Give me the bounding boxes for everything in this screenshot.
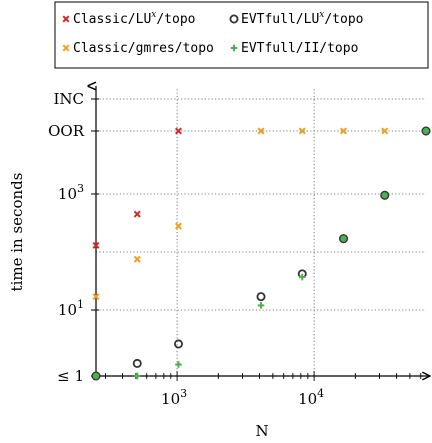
mark-stroke bbox=[62, 44, 70, 52]
y-ticks: ≤ 1 101 103 OOR INC bbox=[48, 90, 99, 385]
legend-label: Classic/gmres/topo bbox=[73, 41, 214, 56]
data-point bbox=[298, 127, 306, 135]
data-point bbox=[339, 127, 348, 135]
legend-label: Classic/LUx/topo bbox=[73, 10, 196, 27]
data-point bbox=[257, 302, 265, 309]
mark-stroke bbox=[92, 293, 100, 301]
legend-label: EVTfull/II/topo bbox=[241, 41, 358, 56]
series-3 bbox=[92, 127, 430, 380]
y-tick-label: 101 bbox=[58, 298, 84, 319]
overlap-point bbox=[339, 234, 348, 244]
data-point bbox=[257, 127, 265, 135]
grid bbox=[96, 89, 426, 376]
y-tick-label: 103 bbox=[58, 182, 84, 203]
legend: Classic/LUx/topo EVTfull/LUx/topo Classic/… bbox=[54, 1, 429, 69]
data-point bbox=[132, 358, 142, 368]
data-point bbox=[174, 127, 183, 135]
x-ticks: 103 104 bbox=[161, 387, 324, 408]
data-point bbox=[256, 292, 266, 302]
data-point bbox=[298, 273, 306, 281]
mark-stroke bbox=[174, 127, 183, 135]
mark-stroke bbox=[92, 241, 100, 249]
data-point bbox=[133, 210, 141, 218]
overlap-point bbox=[421, 126, 431, 136]
data-point bbox=[92, 241, 100, 249]
overlap-points bbox=[91, 126, 431, 381]
legend-items: Classic/LUx/topo EVTfull/LUx/topo Classic/… bbox=[62, 10, 364, 56]
x-axis-label: N bbox=[255, 422, 268, 440]
data-point bbox=[381, 127, 389, 135]
legend-marker bbox=[229, 14, 239, 24]
legend-label: EVTfull/LUx/topo bbox=[241, 10, 364, 27]
mark-stroke bbox=[257, 127, 265, 135]
data-point bbox=[92, 293, 100, 301]
y-tick-label: ≤ 1 bbox=[57, 367, 84, 385]
data-point bbox=[133, 372, 141, 380]
series-2 bbox=[92, 127, 389, 301]
overlap-point bbox=[91, 371, 101, 381]
data-point bbox=[175, 361, 182, 368]
data-point bbox=[174, 222, 183, 230]
x-tick-label: 104 bbox=[298, 387, 324, 408]
mark-stroke bbox=[381, 127, 389, 135]
mark-stroke bbox=[339, 127, 348, 135]
mark-stroke bbox=[298, 127, 306, 135]
overlap-point bbox=[380, 190, 390, 200]
y-tick-label-inc: INC bbox=[53, 90, 84, 108]
data-point bbox=[173, 339, 183, 349]
series-0 bbox=[92, 127, 183, 249]
legend-marker bbox=[230, 44, 238, 52]
series-1 bbox=[91, 126, 431, 381]
x-tick-label: 103 bbox=[161, 387, 187, 408]
mark-stroke bbox=[62, 15, 70, 23]
legend-box bbox=[54, 1, 429, 69]
mark-stroke bbox=[133, 210, 141, 218]
y-axis-label: time in seconds bbox=[8, 173, 26, 292]
data-marks bbox=[91, 126, 431, 381]
legend-marker bbox=[62, 15, 70, 23]
data-point bbox=[133, 255, 141, 263]
mark-stroke bbox=[133, 255, 141, 263]
legend-marker bbox=[62, 44, 70, 52]
y-tick-label-oor: OOR bbox=[48, 122, 85, 140]
mark-stroke bbox=[174, 222, 183, 230]
